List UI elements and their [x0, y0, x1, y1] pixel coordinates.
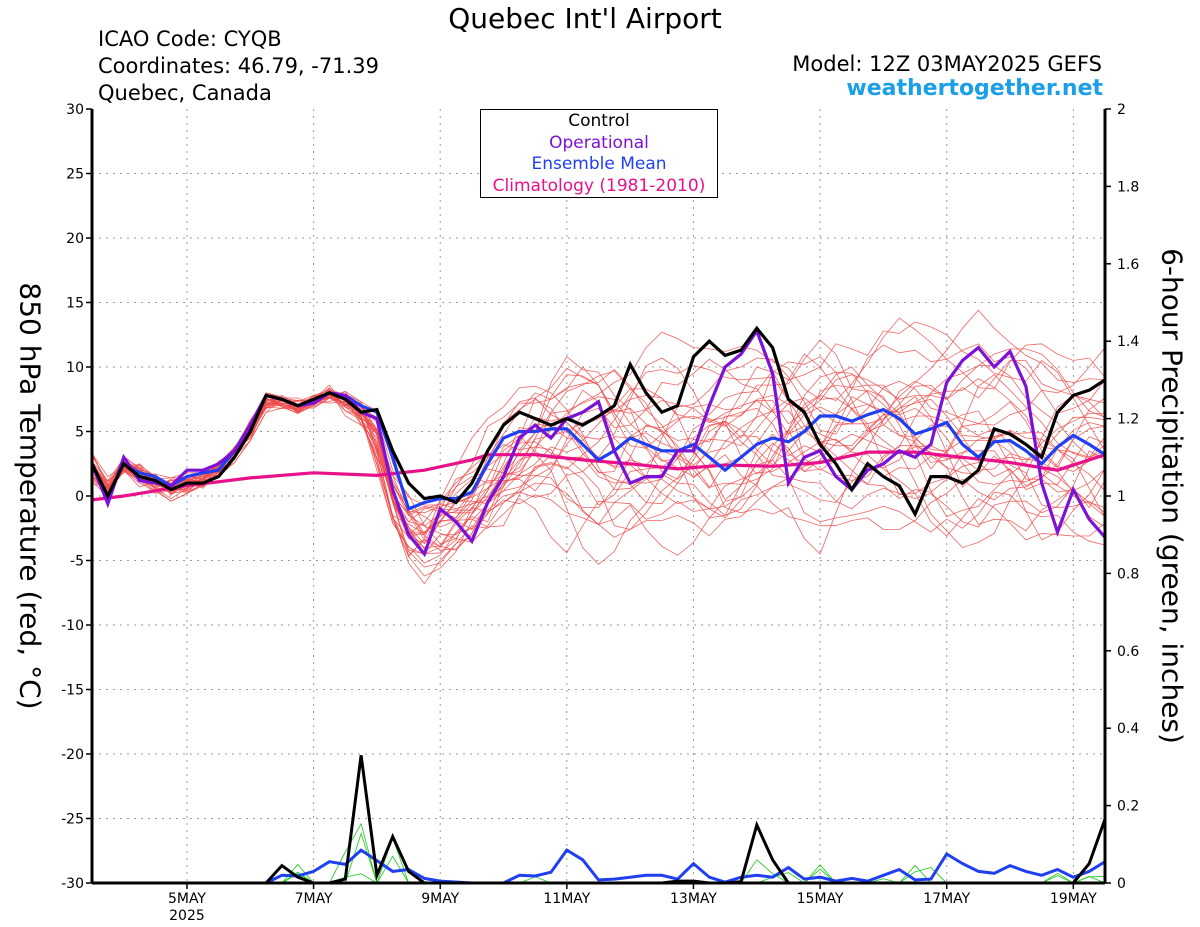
control-temp-line	[90, 325, 1106, 518]
legend: Control Operational Ensemble Mean Climat…	[480, 109, 718, 198]
right-tick-label: 0.6	[1117, 644, 1139, 660]
right-tick-label: 1.4	[1117, 334, 1139, 350]
left-tick-label: 30	[66, 102, 84, 118]
left-axis-ticks: 30 25 20 15 10 5 0 -5 -10 -15 -20 -25 -30	[61, 102, 92, 892]
control-precip-line	[92, 755, 1107, 885]
chart-title: Quebec Int'l Airport	[448, 2, 722, 35]
right-tick-label: 0.2	[1117, 799, 1139, 815]
temp-member-line	[91, 317, 1106, 551]
legend-climatology: Climatology (1981-2010)	[492, 175, 706, 196]
right-tick-label: 1.6	[1117, 257, 1139, 273]
coordinates: Coordinates: 46.79, -71.39	[98, 54, 379, 78]
temp-members	[91, 309, 1106, 585]
y-axis-left-label: 850 hPa Temperature (red, °C)	[13, 282, 47, 710]
legend-control: Control	[568, 111, 630, 131]
precip-members	[92, 822, 1106, 885]
site-name[interactable]: weathertogether.net	[846, 76, 1103, 101]
right-tick-label: 1	[1117, 489, 1126, 505]
x-tick-label: 19MAY	[1050, 891, 1097, 907]
left-tick-label: -10	[61, 618, 84, 634]
x-tick-sublabel: 2025	[169, 908, 205, 924]
location: Quebec, Canada	[98, 81, 272, 105]
mean-precip-line	[92, 848, 1106, 885]
left-tick-label: -25	[61, 812, 84, 828]
left-tick-label: -5	[70, 554, 84, 570]
left-tick-label: 5	[75, 425, 84, 441]
x-tick-label: 9MAY	[421, 891, 459, 907]
mean-temp-line	[90, 391, 1106, 512]
left-tick-label: 15	[66, 296, 84, 312]
x-tick-label: 15MAY	[797, 891, 844, 907]
model-run: Model: 12Z 03MAY2025 GEFS	[792, 52, 1102, 76]
left-tick-label: -20	[61, 747, 84, 763]
right-axis-ticks: 2 1.8 1.6 1.4 1.2 1 0.8 0.6 0.4 0.2 0	[1105, 102, 1139, 892]
temp-member-line	[91, 353, 1106, 551]
right-tick-label: 0.8	[1117, 566, 1139, 582]
right-tick-label: 0	[1117, 876, 1126, 892]
left-tick-label: 10	[66, 360, 84, 376]
left-tick-label: -15	[61, 683, 84, 699]
precip-member-line	[92, 822, 1105, 884]
left-tick-label: -30	[61, 876, 84, 892]
x-tick-label: 7MAY	[295, 891, 333, 907]
temp-member-line	[91, 370, 1106, 555]
left-tick-label: 0	[75, 489, 84, 505]
grid-lines	[92, 109, 1105, 883]
right-tick-label: 1.8	[1117, 179, 1139, 195]
right-tick-label: 1.2	[1117, 412, 1139, 428]
x-tick-label: 17MAY	[923, 891, 970, 907]
x-tick-label: 11MAY	[543, 891, 590, 907]
left-tick-label: 25	[66, 167, 84, 183]
right-tick-label: 0.4	[1117, 721, 1139, 737]
main-series	[90, 325, 1107, 885]
left-tick-label: 20	[66, 231, 84, 247]
temp-member-line	[91, 394, 1106, 577]
y-axis-right-label: 6-hour Precipitation (green, inches)	[1155, 248, 1189, 744]
right-tick-label: 2	[1117, 102, 1126, 118]
x-tick-label: 5MAY	[168, 891, 206, 907]
climatology-temp-line	[91, 450, 1106, 502]
legend-ensemble-mean: Ensemble Mean	[531, 154, 667, 174]
x-tick-label: 13MAY	[670, 891, 717, 907]
temp-member-line	[91, 309, 1106, 533]
temp-member-line	[91, 358, 1106, 534]
icao-code: ICAO Code: CYQB	[98, 27, 282, 51]
legend-operational: Operational	[549, 132, 649, 153]
